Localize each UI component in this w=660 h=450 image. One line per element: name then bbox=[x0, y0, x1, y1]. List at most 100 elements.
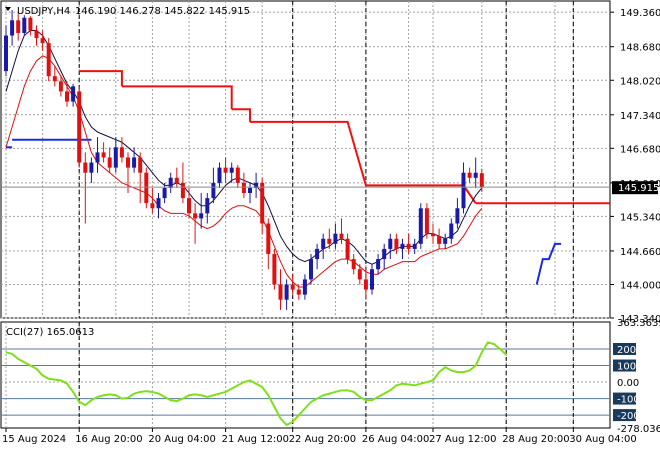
time-tick-label: 16 Aug 20:00 bbox=[75, 434, 142, 445]
candles bbox=[4, 10, 484, 310]
time-tick-label: 15 Aug 2024 bbox=[2, 434, 66, 445]
time-tick-label: 21 Aug 12:00 bbox=[222, 434, 289, 445]
candle-body bbox=[34, 30, 39, 39]
candle-body bbox=[211, 182, 216, 199]
candle-body bbox=[4, 35, 8, 72]
price-tick-label: 144.660 bbox=[620, 247, 660, 258]
candle-body bbox=[302, 279, 307, 295]
candle-body bbox=[339, 233, 344, 239]
candle-body bbox=[473, 172, 478, 178]
candle-body bbox=[284, 284, 289, 300]
candle-body bbox=[205, 198, 210, 214]
price-tick-label: 149.360 bbox=[620, 8, 660, 19]
candle-body bbox=[162, 187, 167, 199]
candle-body bbox=[266, 223, 271, 254]
candle-body bbox=[388, 238, 393, 249]
price-tick-label: 145.340 bbox=[620, 212, 660, 223]
candle-body bbox=[449, 223, 454, 239]
time-tick-label: 30 Aug 04:00 bbox=[569, 434, 636, 445]
candle-body bbox=[193, 213, 198, 219]
current-price-box bbox=[612, 181, 658, 195]
candle-body bbox=[418, 208, 423, 244]
time-tick-label: 28 Aug 20:00 bbox=[502, 434, 569, 445]
candle-body bbox=[333, 233, 338, 244]
candle-body bbox=[327, 238, 332, 244]
candle-body bbox=[95, 152, 100, 163]
price-tick-label: 148.020 bbox=[620, 76, 660, 87]
candle-body bbox=[290, 284, 295, 290]
candle-body bbox=[412, 243, 417, 249]
price-pane-frame bbox=[0, 0, 611, 319]
candle-body bbox=[217, 167, 222, 183]
candle-body bbox=[467, 172, 472, 178]
candle-body bbox=[345, 238, 350, 260]
candle-body bbox=[382, 248, 387, 260]
candle-body bbox=[16, 20, 21, 34]
candle-body bbox=[296, 289, 301, 295]
stop-line-blue-tail bbox=[535, 242, 562, 285]
stop-line-red bbox=[121, 85, 233, 110]
symbol-label: USDJPY,H4 bbox=[17, 6, 70, 17]
candle-body bbox=[174, 177, 179, 183]
candle-body bbox=[83, 162, 88, 173]
stop-line-red bbox=[231, 108, 251, 122]
candle-body bbox=[71, 86, 76, 102]
candle-body bbox=[156, 198, 161, 209]
cci-line bbox=[5, 341, 507, 427]
price-tick-label: 147.340 bbox=[620, 111, 660, 122]
cci-tick-label: -278.036 bbox=[617, 424, 660, 435]
cci-level-box bbox=[613, 359, 636, 372]
candle-body bbox=[455, 208, 460, 224]
candle-body bbox=[248, 187, 252, 194]
cci-level-box bbox=[613, 342, 636, 355]
candle-body bbox=[187, 198, 191, 214]
cci-tick-label: -100 bbox=[617, 395, 640, 406]
cci-level-box bbox=[613, 392, 636, 405]
candle-body bbox=[278, 284, 283, 300]
candle-body bbox=[119, 147, 124, 158]
candle-body bbox=[46, 43, 51, 77]
time-tick-label: 27 Aug 12:00 bbox=[429, 434, 496, 445]
cci-tick-label: 100 bbox=[617, 362, 636, 373]
time-tick-label: 20 Aug 04:00 bbox=[148, 434, 215, 445]
cci-series bbox=[5, 341, 507, 427]
price-tick-label: 148.680 bbox=[620, 43, 660, 54]
candle-body bbox=[10, 20, 15, 36]
candle-body bbox=[431, 233, 435, 237]
dropdown-triangle-icon[interactable] bbox=[5, 7, 11, 11]
cci-tick-label: 200 bbox=[617, 345, 636, 356]
candle-body bbox=[77, 91, 82, 163]
price-tick-label: 143.340 bbox=[620, 314, 660, 325]
candle-body bbox=[363, 279, 368, 290]
candle-body bbox=[168, 177, 173, 188]
time-tick-label: 26 Aug 04:00 bbox=[362, 434, 429, 445]
cci-separators bbox=[78, 322, 574, 428]
price-tick-label: 144.000 bbox=[620, 280, 660, 291]
candle-body bbox=[58, 81, 63, 92]
cci-axis: 363.3639 200 100 0.00 -100 -200 -278.036 bbox=[613, 318, 660, 435]
candle-body bbox=[138, 157, 143, 173]
price-axis: 149.360148.680148.020147.340146.680146.0… bbox=[610, 8, 660, 325]
time-axis: 15 Aug 2024 16 Aug 20:00 20 Aug 04:00 21 Au… bbox=[2, 428, 637, 445]
candle-body bbox=[424, 208, 429, 234]
candle-body bbox=[272, 253, 277, 285]
candle-body bbox=[315, 248, 320, 260]
candle-body bbox=[241, 182, 246, 194]
candle-body bbox=[150, 203, 155, 209]
cci-level-box bbox=[613, 409, 636, 422]
candle-body bbox=[229, 167, 234, 173]
candle-body bbox=[437, 236, 442, 244]
candle-body bbox=[376, 259, 381, 270]
cci-pane-frame bbox=[0, 321, 611, 429]
stop-line-red bbox=[79, 70, 123, 87]
candle-body bbox=[479, 173, 484, 188]
candle-body bbox=[132, 157, 137, 168]
candle-body bbox=[370, 269, 374, 290]
current-price-label: 145.915 bbox=[618, 183, 659, 194]
candle-body bbox=[180, 182, 185, 199]
cci-levels bbox=[1, 348, 610, 416]
candle-body bbox=[443, 238, 448, 244]
candle-body bbox=[351, 259, 356, 270]
candle-body bbox=[89, 162, 94, 173]
time-tick-label: 22 Aug 20:00 bbox=[289, 434, 356, 445]
